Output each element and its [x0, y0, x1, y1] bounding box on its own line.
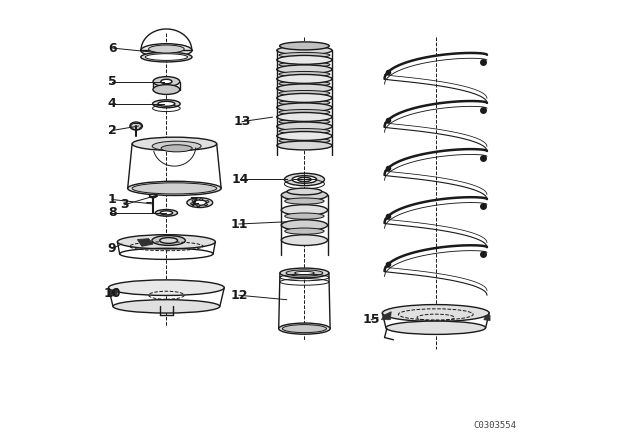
Ellipse shape [277, 65, 332, 74]
Ellipse shape [150, 194, 157, 198]
Ellipse shape [279, 52, 330, 58]
Text: 7: 7 [189, 196, 198, 209]
Ellipse shape [281, 235, 328, 246]
Text: 2: 2 [108, 124, 116, 137]
Ellipse shape [287, 188, 322, 195]
Ellipse shape [280, 42, 329, 50]
Text: 14: 14 [231, 173, 248, 186]
Ellipse shape [277, 122, 332, 131]
Ellipse shape [279, 138, 330, 143]
Ellipse shape [161, 145, 192, 152]
Text: 8: 8 [108, 207, 116, 220]
Ellipse shape [277, 74, 332, 83]
Ellipse shape [277, 103, 332, 112]
Ellipse shape [279, 129, 330, 134]
Text: 6: 6 [109, 42, 117, 55]
Text: C0303554: C0303554 [473, 421, 516, 430]
Ellipse shape [132, 183, 217, 194]
Ellipse shape [285, 228, 324, 234]
Ellipse shape [281, 190, 328, 200]
Ellipse shape [277, 132, 332, 140]
Ellipse shape [279, 81, 330, 86]
Ellipse shape [158, 101, 175, 106]
Ellipse shape [152, 236, 186, 246]
Ellipse shape [284, 173, 324, 186]
Ellipse shape [278, 323, 330, 334]
Polygon shape [138, 239, 153, 246]
Ellipse shape [152, 100, 180, 108]
Ellipse shape [141, 52, 192, 62]
Polygon shape [484, 315, 490, 321]
Ellipse shape [191, 203, 194, 205]
Text: 10: 10 [103, 287, 121, 300]
Text: 13: 13 [234, 115, 251, 128]
Text: 12: 12 [230, 289, 248, 302]
Ellipse shape [279, 90, 330, 96]
Text: 5: 5 [108, 75, 116, 88]
Ellipse shape [386, 321, 486, 334]
Ellipse shape [130, 122, 142, 130]
Text: 1: 1 [108, 193, 116, 206]
Ellipse shape [277, 141, 332, 150]
Ellipse shape [279, 72, 330, 77]
Ellipse shape [204, 204, 207, 206]
Ellipse shape [279, 119, 330, 125]
Ellipse shape [132, 137, 217, 151]
Ellipse shape [279, 62, 330, 67]
Ellipse shape [277, 84, 332, 93]
Ellipse shape [152, 141, 201, 151]
Polygon shape [381, 312, 391, 320]
Ellipse shape [200, 198, 203, 200]
Ellipse shape [281, 205, 328, 215]
Ellipse shape [277, 46, 332, 55]
Ellipse shape [298, 177, 311, 182]
Ellipse shape [280, 268, 329, 278]
Ellipse shape [279, 109, 330, 115]
Ellipse shape [197, 205, 200, 207]
Ellipse shape [156, 210, 177, 216]
Ellipse shape [282, 325, 326, 332]
Ellipse shape [160, 237, 177, 243]
Ellipse shape [277, 112, 332, 121]
Text: 11: 11 [230, 217, 248, 231]
Text: 4: 4 [108, 97, 116, 110]
Ellipse shape [277, 56, 332, 65]
Ellipse shape [187, 198, 212, 207]
Ellipse shape [161, 79, 172, 84]
Ellipse shape [153, 85, 180, 95]
Ellipse shape [206, 201, 209, 202]
Ellipse shape [127, 181, 221, 195]
Ellipse shape [148, 45, 184, 53]
Ellipse shape [279, 100, 330, 105]
Ellipse shape [145, 54, 188, 60]
Text: 15: 15 [362, 313, 380, 326]
Ellipse shape [285, 198, 324, 204]
Ellipse shape [277, 94, 332, 103]
Polygon shape [109, 289, 117, 297]
Ellipse shape [153, 77, 180, 86]
Ellipse shape [109, 280, 224, 296]
Ellipse shape [160, 211, 173, 215]
Ellipse shape [117, 235, 216, 249]
Ellipse shape [193, 200, 207, 205]
Ellipse shape [294, 271, 314, 275]
Ellipse shape [192, 200, 195, 202]
Text: 9: 9 [108, 242, 116, 255]
Ellipse shape [141, 44, 192, 57]
Ellipse shape [286, 270, 323, 276]
Ellipse shape [281, 220, 328, 230]
Ellipse shape [292, 176, 317, 183]
Ellipse shape [285, 213, 324, 219]
Text: 3: 3 [120, 198, 129, 211]
Ellipse shape [382, 305, 489, 322]
Ellipse shape [113, 300, 220, 313]
